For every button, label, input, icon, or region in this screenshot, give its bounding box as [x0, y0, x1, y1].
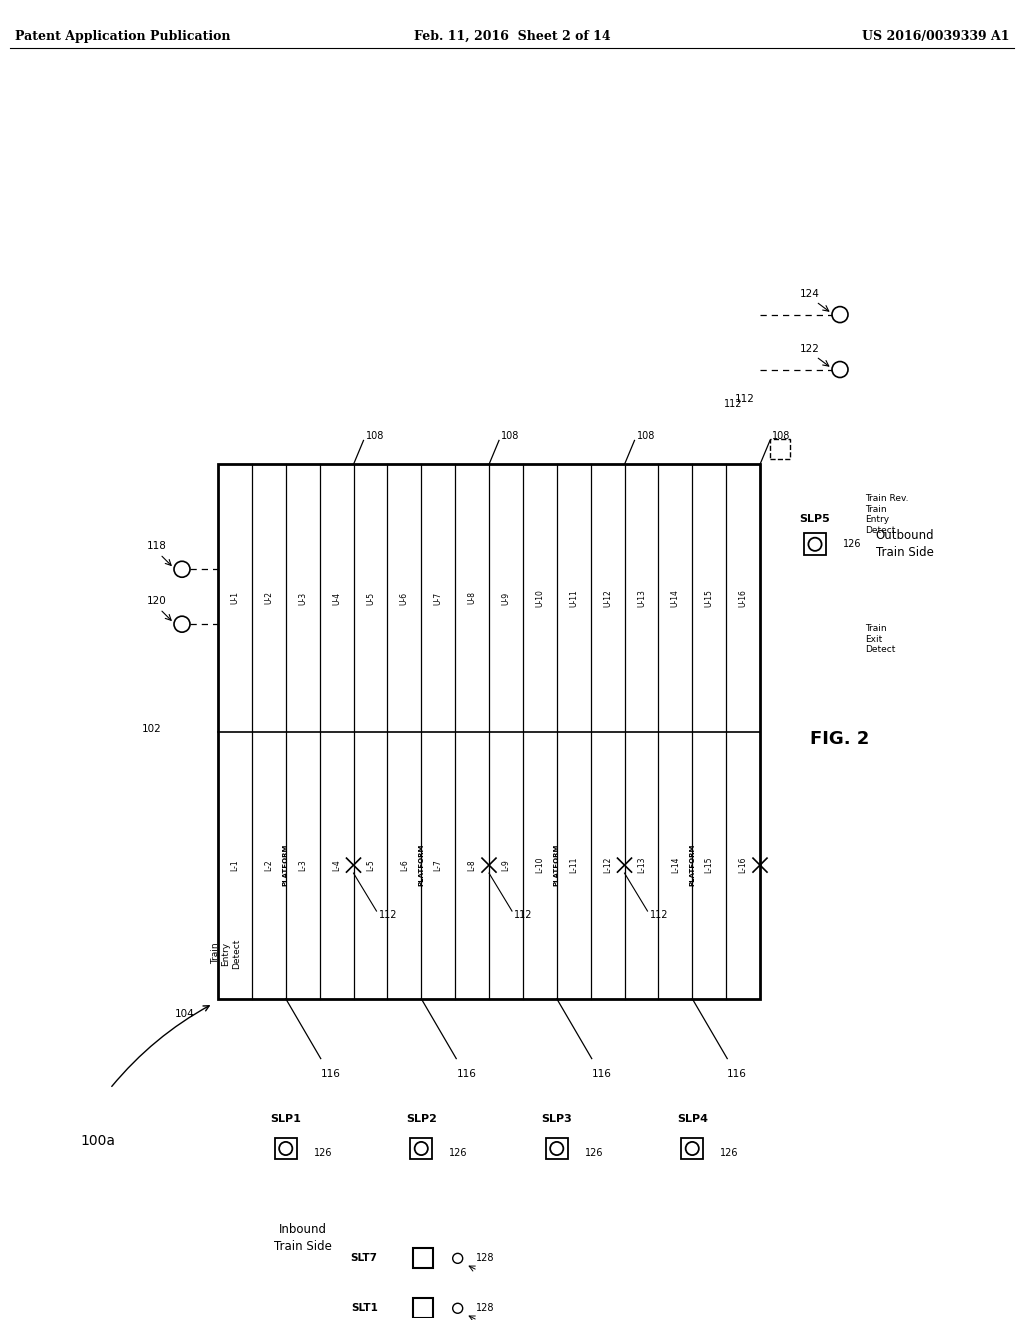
Text: 126: 126 [720, 1148, 738, 1159]
Text: US 2016/0039339 A1: US 2016/0039339 A1 [862, 30, 1010, 44]
Text: U-1: U-1 [230, 591, 240, 605]
Text: Outbound
Train Side: Outbound Train Side [876, 529, 934, 560]
Text: L-12: L-12 [603, 857, 612, 874]
Text: U-9: U-9 [502, 591, 510, 605]
Text: SLP1: SLP1 [270, 1114, 301, 1123]
Text: 100a: 100a [80, 1134, 115, 1147]
Text: PLATFORM: PLATFORM [554, 843, 560, 886]
Text: U-6: U-6 [399, 591, 409, 605]
Text: 116: 116 [321, 1069, 341, 1078]
Text: L-6: L-6 [399, 859, 409, 871]
Text: L-1: L-1 [230, 859, 240, 871]
Text: L-3: L-3 [298, 859, 307, 871]
Bar [804, 533, 826, 556]
Text: PLATFORM: PLATFORM [283, 843, 289, 886]
Text: L-7: L-7 [434, 859, 442, 871]
Text: 116: 116 [592, 1069, 611, 1078]
Text: 108: 108 [772, 432, 791, 441]
Text: U-16: U-16 [738, 589, 748, 607]
Text: U-7: U-7 [434, 591, 442, 605]
Text: U-3: U-3 [298, 591, 307, 605]
Text: 112: 112 [514, 909, 532, 920]
Text: 128: 128 [476, 1254, 495, 1263]
Text: 108: 108 [637, 432, 655, 441]
Text: 104: 104 [175, 1008, 195, 1019]
Text: SLT1: SLT1 [351, 1303, 378, 1313]
Text: Inbound
Train Side: Inbound Train Side [273, 1224, 332, 1254]
Text: 112: 112 [379, 909, 397, 920]
Text: L-15: L-15 [705, 857, 714, 874]
Text: 112: 112 [735, 395, 755, 404]
Text: 116: 116 [457, 1069, 476, 1078]
Text: 126: 126 [313, 1148, 332, 1159]
Text: Feb. 11, 2016  Sheet 2 of 14: Feb. 11, 2016 Sheet 2 of 14 [414, 30, 610, 44]
Text: Patent Application Publication: Patent Application Publication [15, 30, 230, 44]
Text: L-14: L-14 [671, 857, 680, 874]
Bar [546, 1138, 567, 1159]
Text: U-11: U-11 [569, 589, 579, 607]
Text: L-2: L-2 [264, 859, 273, 871]
Text: 128: 128 [476, 1303, 495, 1313]
Text: U-15: U-15 [705, 589, 714, 607]
Text: L-16: L-16 [738, 857, 748, 874]
Text: 126: 126 [843, 540, 861, 549]
Text: 118: 118 [147, 541, 167, 552]
Text: PLATFORM: PLATFORM [689, 843, 695, 886]
Text: 120: 120 [147, 597, 167, 606]
Text: L-9: L-9 [502, 859, 510, 871]
Text: U-14: U-14 [671, 589, 680, 607]
Text: Train
Exit
Detect: Train Exit Detect [865, 624, 895, 653]
Bar [218, 465, 760, 999]
Text: U-12: U-12 [603, 589, 612, 607]
Bar [411, 1138, 432, 1159]
Text: SLP2: SLP2 [406, 1114, 436, 1123]
Text: L-4: L-4 [332, 859, 341, 871]
Text: 112: 112 [724, 400, 742, 409]
Text: SLP3: SLP3 [542, 1114, 572, 1123]
Text: L-13: L-13 [637, 857, 646, 874]
Text: 108: 108 [501, 432, 519, 441]
Text: SLP5: SLP5 [800, 515, 830, 524]
Text: U-8: U-8 [468, 591, 476, 605]
Text: Train Rev.
Train
Entry
Detect: Train Rev. Train Entry Detect [865, 495, 908, 535]
Text: PLATFORM: PLATFORM [418, 843, 424, 886]
Text: 112: 112 [649, 909, 668, 920]
Text: FIG. 2: FIG. 2 [810, 730, 869, 748]
Text: U-2: U-2 [264, 591, 273, 605]
Text: L-8: L-8 [468, 859, 476, 871]
Text: U-5: U-5 [366, 591, 375, 605]
Bar [413, 1249, 433, 1269]
Text: L-5: L-5 [366, 859, 375, 871]
Bar [413, 1299, 433, 1319]
Text: 126: 126 [450, 1148, 468, 1159]
Text: 108: 108 [366, 432, 384, 441]
Text: U-10: U-10 [536, 589, 545, 607]
Bar [274, 1138, 297, 1159]
Text: 126: 126 [585, 1148, 603, 1159]
Text: Train
Entry
Detect: Train Entry Detect [211, 939, 241, 969]
Text: L-10: L-10 [536, 857, 545, 874]
Text: 116: 116 [727, 1069, 748, 1078]
Text: SLP4: SLP4 [677, 1114, 708, 1123]
Text: SLT7: SLT7 [350, 1254, 378, 1263]
Bar [770, 440, 790, 459]
Text: 122: 122 [800, 343, 820, 354]
Text: 102: 102 [142, 725, 162, 734]
Bar [681, 1138, 703, 1159]
Text: 124: 124 [800, 289, 820, 298]
Text: U-13: U-13 [637, 589, 646, 607]
Text: L-11: L-11 [569, 857, 579, 874]
Text: U-4: U-4 [332, 591, 341, 605]
